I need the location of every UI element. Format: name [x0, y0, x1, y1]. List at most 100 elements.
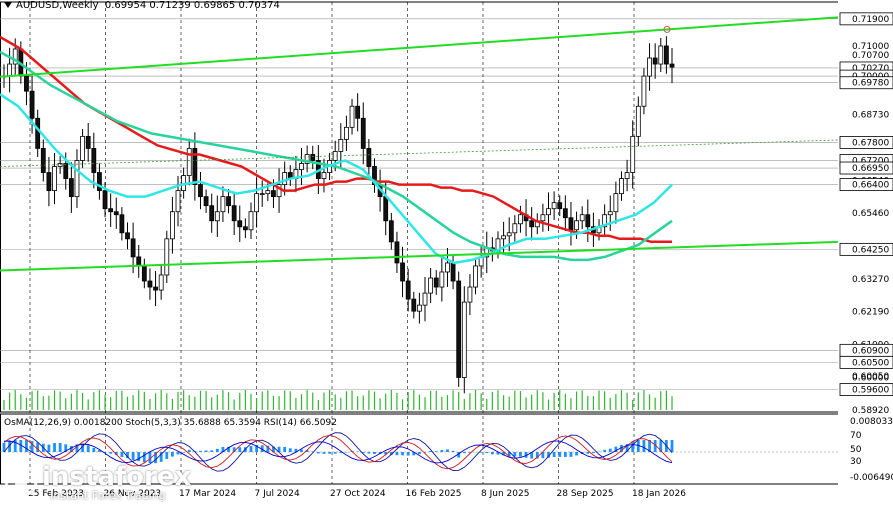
candle-body: [586, 215, 590, 227]
candle-body: [154, 287, 158, 290]
candle-body: [580, 215, 584, 221]
candle-body: [569, 218, 573, 230]
candle-body: [608, 212, 612, 215]
candle-body: [221, 197, 225, 212]
osma-bar: [137, 452, 140, 461]
candle-body: [462, 302, 466, 377]
candle-body: [614, 194, 618, 212]
candle-body: [513, 224, 517, 233]
price-tick-label: 0.70700: [852, 51, 889, 61]
candle-body: [389, 221, 393, 242]
osma-bar: [132, 452, 135, 460]
level-label: 0.66950: [852, 164, 889, 174]
candle-body: [120, 215, 124, 233]
candle-body: [187, 148, 191, 175]
osma-bar: [143, 452, 146, 462]
osma-bar: [592, 452, 595, 453]
osma-bar: [367, 452, 370, 454]
candle-body: [451, 263, 455, 281]
candle-body: [518, 215, 522, 224]
candle-body: [417, 305, 421, 311]
candle-body: [344, 127, 348, 139]
price-tick-label: 0.65460: [852, 209, 889, 219]
osma-bar: [643, 440, 646, 452]
candle-body: [423, 293, 427, 305]
osma-bar: [188, 450, 191, 452]
instaforex-logo-icon: [4, 464, 38, 498]
symbol-label: AUDUSD,Weekly: [16, 0, 99, 11]
indicator-tick-label: 30: [850, 457, 862, 467]
osma-bar: [210, 450, 213, 452]
osma-bar: [671, 440, 674, 452]
price-tick-label: 0.68730: [852, 110, 889, 120]
candle-body: [86, 136, 90, 148]
osma-bar: [418, 452, 421, 454]
watermark-brand: instaforex: [42, 462, 191, 492]
osma-bar: [575, 452, 578, 455]
osma-bar: [283, 447, 286, 452]
candle-body: [198, 185, 202, 197]
osma-bar: [609, 449, 612, 452]
candle-body: [176, 191, 180, 212]
candle-body: [412, 299, 416, 311]
candle-body: [159, 275, 163, 290]
osma-bar: [323, 452, 326, 454]
level-label: 0.66400: [852, 181, 889, 191]
candle-body: [445, 263, 449, 272]
osma-bar: [59, 443, 62, 452]
candle-body: [103, 191, 107, 209]
osma-bar: [53, 443, 56, 452]
osma-bar: [238, 447, 241, 452]
candle-body: [238, 221, 242, 227]
level-label: 0.71900: [852, 15, 889, 25]
osma-bar: [446, 449, 449, 452]
candle-body: [631, 136, 635, 172]
osma-bar: [199, 451, 202, 452]
price-tick-label: 0.60000: [852, 373, 889, 383]
candle-body: [619, 179, 623, 194]
candle-body: [670, 64, 674, 67]
price-tick-label: 0.62190: [852, 307, 889, 317]
candle-body: [47, 173, 51, 191]
candle-body: [210, 206, 214, 221]
osma-bar: [553, 452, 556, 457]
candle-body: [64, 163, 68, 178]
candle-body: [395, 242, 399, 263]
watermark-tagline: Instant Forex Trading: [50, 489, 166, 502]
osma-bar: [519, 452, 522, 457]
date-tick-label: 28 Sep 2025: [557, 489, 614, 499]
candle-body: [468, 287, 472, 302]
candle-body: [457, 281, 461, 377]
candle-body: [530, 221, 534, 227]
level-label: 0.64250: [852, 245, 889, 255]
osma-bar: [603, 450, 606, 452]
candle-body: [384, 197, 388, 221]
candle-body: [165, 239, 169, 275]
candle-body: [625, 173, 629, 179]
indicator-tick-label: 70: [850, 431, 862, 441]
candle-body: [53, 167, 57, 191]
candle-body: [227, 197, 231, 206]
osma-bar: [177, 452, 180, 454]
candle-body: [142, 266, 146, 281]
price-tick-label: 0.63270: [852, 275, 889, 285]
candle-body: [356, 106, 360, 118]
candle-body: [401, 263, 405, 281]
candle-body: [260, 194, 264, 195]
indicator-tick-label: 50: [850, 445, 862, 455]
osma-bar: [289, 448, 292, 452]
candle-body: [283, 173, 287, 185]
symbol-header: AUDUSD,Weekly 0.69954 0.71239 0.69865 0.…: [4, 0, 280, 12]
triangle-down-icon: [4, 2, 12, 8]
osma-bar: [485, 452, 488, 453]
osma-bar: [440, 450, 443, 452]
osma-bar: [109, 452, 112, 454]
candle-body: [664, 46, 668, 64]
candle-body: [642, 76, 646, 106]
osma-bar: [401, 452, 404, 455]
date-tick-label: 16 Feb 2025: [406, 489, 462, 499]
candle-body: [434, 278, 438, 287]
candle-body: [75, 160, 79, 196]
candle-body: [148, 281, 152, 287]
